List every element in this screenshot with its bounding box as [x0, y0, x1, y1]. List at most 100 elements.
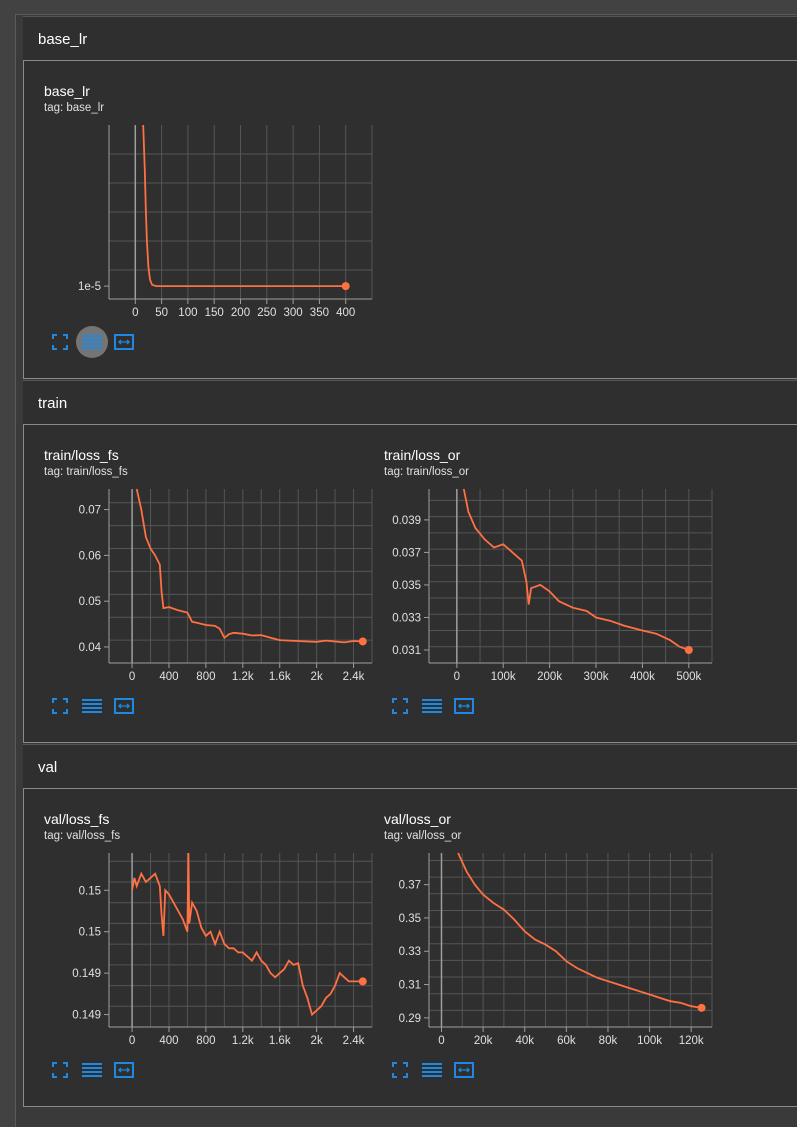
series-raw-line: [142, 124, 346, 287]
fullscreen-icon: [52, 334, 68, 350]
fit-domain-icon: [114, 698, 134, 714]
fullscreen-icon: [392, 698, 408, 714]
fullscreen-button[interactable]: [388, 1058, 412, 1082]
y-tick-label: 0.15: [79, 885, 101, 897]
group-title: train: [38, 395, 68, 412]
x-tick-label: 800: [196, 1035, 215, 1047]
x-tick-label: 40k: [515, 1035, 534, 1047]
x-tick-label: 400: [159, 671, 178, 683]
toggle-log-scale-button[interactable]: [76, 326, 108, 358]
series-end-point: [697, 1003, 706, 1012]
chart-val-loss-or[interactable]: 0 20k 40k 60k 80k 100k 120k 0.37 0.35 0.33 0.31 0.2…: [374, 851, 724, 1051]
chart-card-base-lr: base_lr tag: base_lr 0 50 100 150 200 250 300 3…: [24, 61, 373, 361]
x-tick-label: 100k: [491, 671, 516, 683]
y-tick-label: 0.31: [399, 980, 421, 992]
chart-card-val-loss-fs: val/loss_fs tag: val/loss_fs 0 400 800 1.2k…: [24, 789, 373, 1089]
card-tag: tag: train/loss_fs: [44, 466, 128, 478]
card-title: val/loss_fs: [44, 811, 110, 827]
x-tick-label: 1.2k: [232, 1035, 254, 1047]
x-tick-label: 200: [231, 307, 250, 319]
fullscreen-button[interactable]: [48, 1058, 72, 1082]
card-title: val/loss_or: [384, 811, 451, 827]
x-tick-label: 80k: [599, 1035, 618, 1047]
group-body-base-lr: base_lr tag: base_lr 0 50 100 150 200 250 300 3…: [23, 60, 797, 379]
x-tick-label: 400: [336, 307, 355, 319]
chart-val-loss-fs[interactable]: 0 400 800 1.2k 1.6k 2k 2.4k 0.15 0.15 0.149 0.149: [54, 851, 384, 1051]
x-tick-label: 120k: [679, 1035, 704, 1047]
fullscreen-button[interactable]: [48, 694, 72, 718]
y-tick-label: 0.29: [399, 1013, 421, 1025]
x-tick-label: 400: [159, 1035, 178, 1047]
fit-domain-button[interactable]: [112, 330, 136, 354]
fullscreen-button[interactable]: [388, 694, 412, 718]
fit-domain-button[interactable]: [112, 1058, 136, 1082]
fit-domain-button[interactable]: [452, 1058, 476, 1082]
fit-domain-button[interactable]: [112, 694, 136, 718]
card-tag: tag: val/loss_or: [384, 830, 462, 842]
x-tick-label: 350: [310, 307, 329, 319]
series-end-point: [358, 637, 367, 646]
x-tick-label: 100k: [637, 1035, 662, 1047]
x-tick-label: 800: [196, 671, 215, 683]
y-tick-label: 0.033: [392, 612, 421, 624]
y-tick-label: 0.33: [399, 946, 421, 958]
fit-domain-icon: [114, 1062, 134, 1078]
group-header-base-lr[interactable]: base_lr: [23, 16, 797, 61]
x-tick-label: 2k: [311, 671, 323, 683]
fullscreen-icon: [52, 698, 68, 714]
x-tick-label: 300: [284, 307, 303, 319]
series-end-point: [341, 282, 350, 291]
y-tick-label: 0.07: [79, 505, 101, 517]
card-tag: tag: val/loss_fs: [44, 830, 121, 842]
chart-card-train-loss-or: train/loss_or tag: train/loss_or 0 100k 20…: [364, 425, 713, 725]
fullscreen-button[interactable]: [48, 330, 72, 354]
x-tick-label: 2.4k: [343, 1035, 365, 1047]
x-tick-label: 2.4k: [343, 671, 365, 683]
toggle-log-scale-button[interactable]: [80, 694, 104, 718]
chart-train-loss-or[interactable]: 0 100k 200k 300k 400k 500k 0.039 0.037 0.035 0.03…: [374, 487, 724, 687]
fullscreen-icon: [392, 1062, 408, 1078]
x-tick-label: 400k: [630, 671, 655, 683]
x-tick-label: 200k: [537, 671, 562, 683]
x-tick-label: 500k: [676, 671, 701, 683]
toggle-log-scale-button[interactable]: [420, 1058, 444, 1082]
series-end-point: [358, 977, 367, 986]
y-tick-label: 0.149: [72, 1010, 101, 1022]
lines-icon: [82, 335, 102, 349]
lines-icon: [82, 1063, 102, 1077]
series-end-point: [684, 645, 693, 654]
fit-domain-button[interactable]: [452, 694, 476, 718]
y-tick-label: 1e-5: [78, 281, 101, 293]
toggle-log-scale-button[interactable]: [420, 694, 444, 718]
y-tick-label: 0.037: [392, 547, 421, 559]
card-title: train/loss_or: [384, 447, 461, 463]
x-tick-label: 20k: [474, 1035, 493, 1047]
y-tick-label: 0.149: [72, 968, 101, 980]
fullscreen-icon: [52, 1062, 68, 1078]
series-raw-line: [136, 488, 363, 643]
toggle-log-scale-button[interactable]: [80, 1058, 104, 1082]
x-tick-label: 0: [454, 671, 460, 683]
y-tick-label: 0.35: [399, 913, 421, 925]
fit-domain-icon: [114, 334, 134, 350]
group-header-train[interactable]: train: [23, 380, 797, 425]
card-title: train/loss_fs: [44, 447, 119, 463]
y-tick-label: 0.039: [392, 515, 421, 527]
series-raw-line: [131, 852, 363, 1016]
chart-base-lr[interactable]: 0 50 100 150 200 250 300 350 400 1e-5: [54, 123, 384, 323]
series-line: [135, 488, 363, 644]
y-tick-label: 0.37: [399, 880, 421, 892]
group-header-val[interactable]: val: [23, 744, 797, 789]
chart-train-loss-fs[interactable]: 0 400 800 1.2k 1.6k 2k 2.4k 0.07 0.06 0.05 0.04: [54, 487, 384, 687]
lines-icon: [82, 699, 102, 713]
group-body-train: train/loss_fs tag: train/loss_fs 0 400 800…: [23, 424, 797, 743]
x-tick-label: 100: [178, 307, 197, 319]
card-tag: tag: base_lr: [44, 102, 105, 114]
x-tick-label: 50: [155, 307, 168, 319]
series-line: [457, 852, 702, 1009]
x-tick-label: 2k: [311, 1035, 323, 1047]
fit-domain-icon: [454, 698, 474, 714]
series-raw-line: [463, 488, 689, 651]
series-line: [131, 852, 363, 1017]
group-title: val: [38, 759, 58, 776]
